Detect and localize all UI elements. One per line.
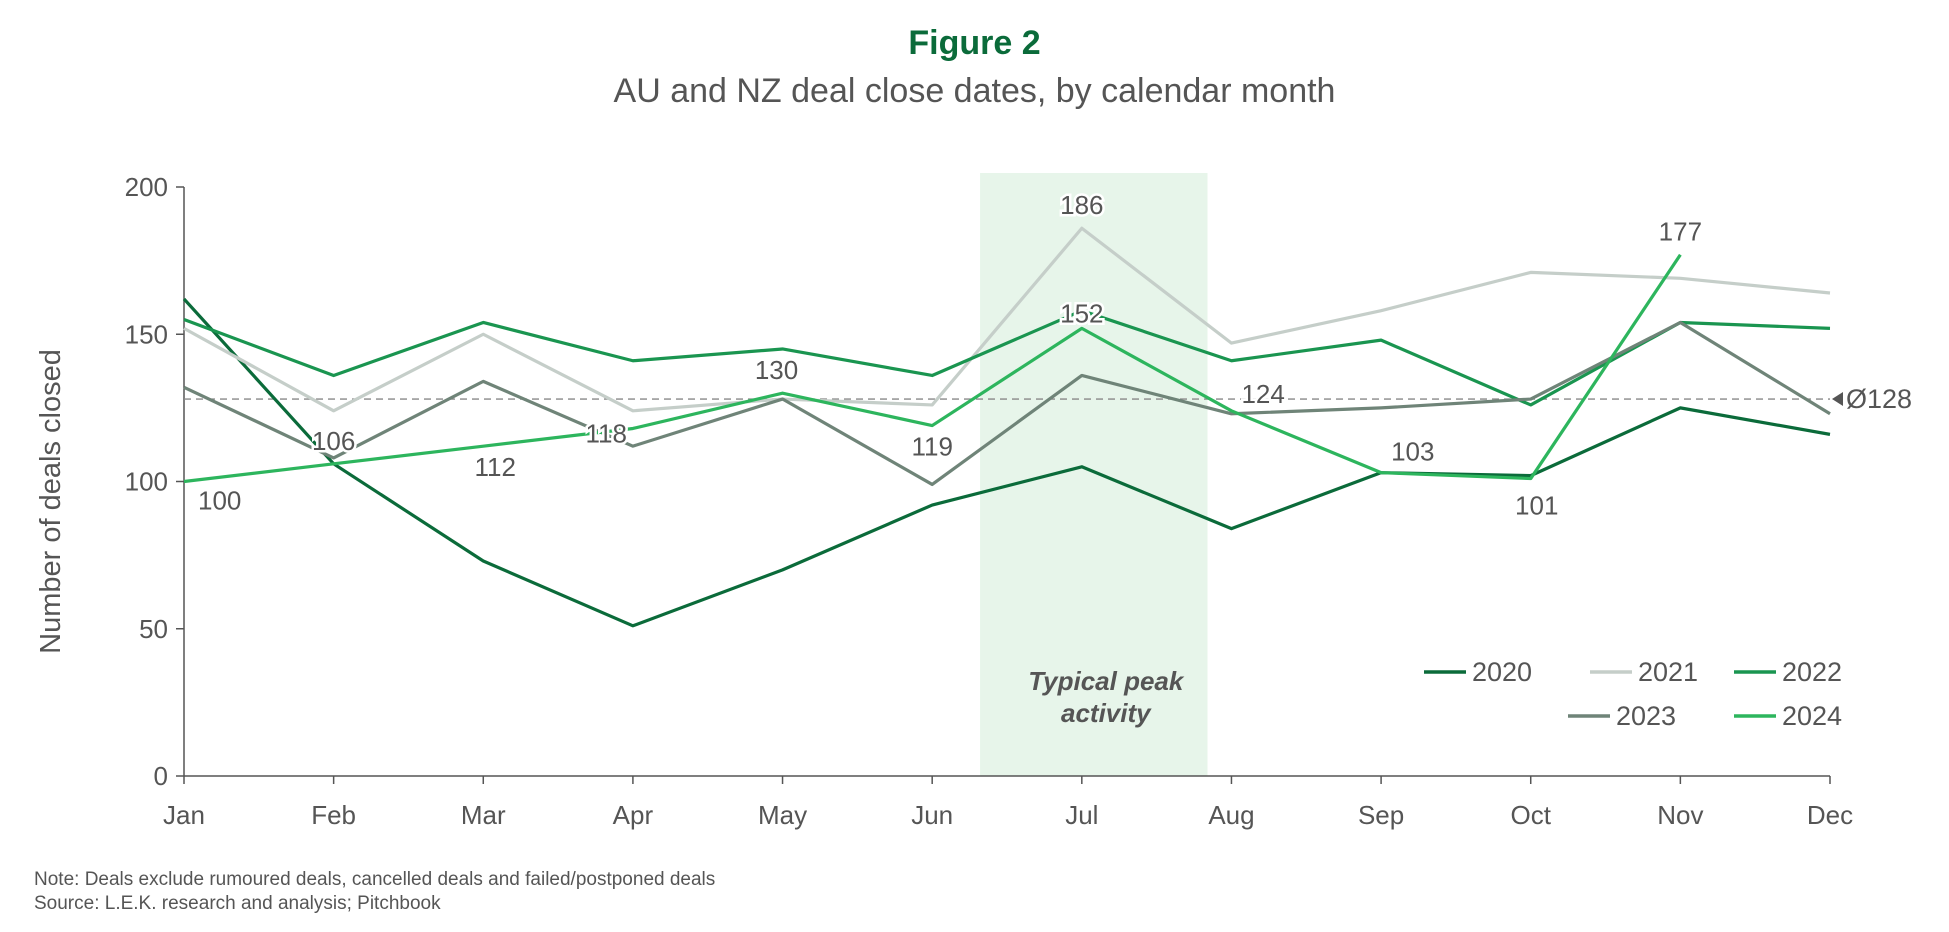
legend-label-2022: 2022	[1782, 657, 1842, 687]
series-line-2021	[183, 226, 1831, 413]
figure-label: Figure 2	[908, 24, 1041, 62]
data-label: 118	[585, 418, 626, 448]
chart-title: AU and NZ deal close dates, by calendar …	[613, 72, 1336, 110]
y-tick-label: 0	[154, 761, 168, 791]
y-tick-label: 150	[125, 319, 168, 349]
series-line-2023	[183, 320, 1831, 487]
peak-activity-band	[980, 173, 1208, 776]
footnote: Note: Deals exclude rumoured deals, canc…	[34, 869, 716, 890]
x-tick-label: May	[758, 800, 807, 830]
data-label: 177	[1659, 217, 1702, 247]
data-label: 152	[1060, 298, 1103, 328]
x-tick-label: Dec	[1807, 800, 1853, 830]
legend-label-2020: 2020	[1472, 657, 1532, 687]
x-tick-label: Oct	[1511, 800, 1552, 830]
data-label: 106	[312, 426, 355, 456]
source-note: Source: L.E.K. research and analysis; Pi…	[34, 893, 441, 914]
average-label: Ø128	[1846, 384, 1912, 414]
data-label: 124	[1241, 379, 1284, 409]
y-axis-label: Number of deals closed	[35, 349, 67, 654]
x-tick-label: Mar	[461, 800, 506, 830]
data-label: 112	[475, 452, 516, 482]
x-tick-label: Nov	[1657, 800, 1703, 830]
average-marker	[1832, 392, 1843, 407]
data-label: 101	[1515, 491, 1558, 521]
x-tick-label: Sep	[1358, 800, 1404, 830]
data-label: 103	[1391, 437, 1434, 467]
band-label-line2: activity	[1061, 698, 1152, 728]
data-label: 130	[755, 355, 798, 385]
legend-label-2021: 2021	[1638, 657, 1698, 687]
series-line-2020	[182, 297, 1831, 628]
x-tick-label: Aug	[1208, 800, 1254, 830]
y-tick-label: 200	[125, 172, 168, 202]
x-tick-label: Apr	[613, 800, 654, 830]
data-label: 119	[911, 432, 952, 462]
band-label-line1: Typical peak	[1028, 666, 1185, 696]
x-tick-label: Jul	[1065, 800, 1098, 830]
series-line-2022	[183, 309, 1831, 407]
data-label: 100	[198, 486, 241, 516]
y-tick-label: 50	[139, 614, 168, 644]
y-tick-label: 100	[125, 467, 168, 497]
x-tick-label: Feb	[311, 800, 356, 830]
x-tick-label: Jan	[163, 800, 205, 830]
x-tick-label: Jun	[911, 800, 953, 830]
data-label: 186	[1060, 190, 1103, 220]
series-line-2024	[183, 253, 1682, 484]
legend-label-2023: 2023	[1616, 701, 1676, 731]
legend-label-2024: 2024	[1782, 701, 1842, 731]
